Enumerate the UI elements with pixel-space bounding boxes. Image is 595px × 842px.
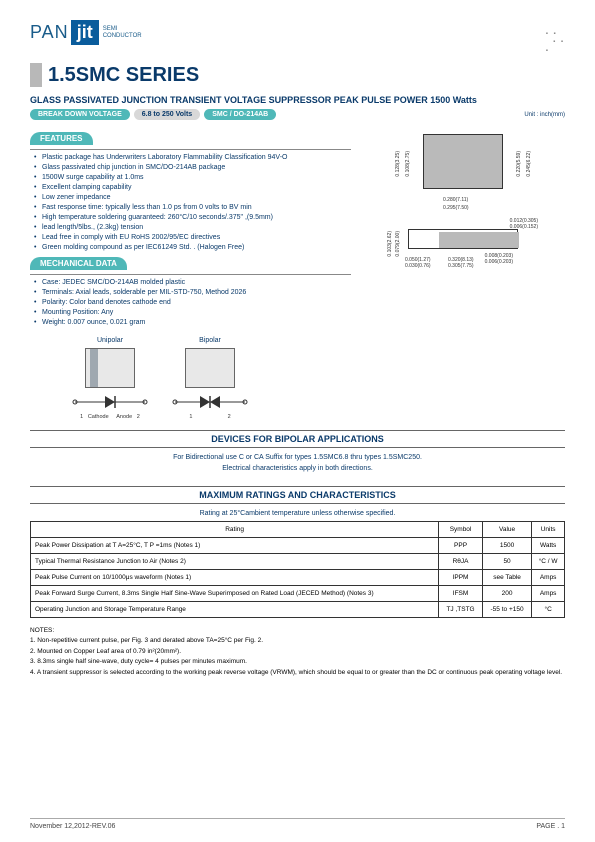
list-item: Glass passivated chip junction in SMC/DO… [34, 164, 351, 171]
list-item: Polarity: Color band denotes cathode end [34, 299, 351, 306]
note-item: 4. A transient suppressor is selected ac… [30, 668, 565, 678]
badge-row: BREAK DOWN VOLTAGE 6.8 to 250 Volts SMC … [30, 109, 565, 120]
badge-pkg: SMC / DO-214AB [204, 109, 276, 120]
list-item: Plastic package has Underwriters Laborat… [34, 154, 351, 161]
footer-date: November 12,2012-REV.06 [30, 823, 115, 830]
title-bar: 1.5SMC SERIES [30, 63, 565, 87]
package-diagrams: 0.128(3.25) 0.108(2.75) 0.245(6.22) 0.22… [361, 126, 565, 329]
table-header: Value [482, 522, 531, 538]
list-item: Case: JEDEC SMC/DO-214AB molded plastic [34, 279, 351, 286]
list-item: Green molding compound as per IEC61249 S… [34, 244, 351, 251]
table-cell: TJ ,TSTG [439, 602, 483, 618]
table-header: Rating [31, 522, 439, 538]
list-item: Low zener impedance [34, 194, 351, 201]
list-item: Lead free in comply with EU RoHS 2002/95… [34, 234, 351, 241]
table-cell: Amps [532, 570, 565, 586]
list-item: 1500W surge capability at 1.0ms [34, 174, 351, 181]
symbol-row: Unipolar 1 Cathode Anode 2 Bipolar 1 [70, 337, 565, 420]
notes-section: NOTES: 1. Non-repetitive current pulse, … [30, 626, 565, 678]
logo-sub: SEMI CONDUCTOR [103, 26, 142, 39]
list-item: Mounting Position: Any [34, 309, 351, 316]
mechanical-list: Case: JEDEC SMC/DO-214AB molded plastic T… [30, 279, 351, 326]
table-row: Peak Power Dissipation at T A=25°C, T P … [31, 538, 565, 554]
badge-bdv: BREAK DOWN VOLTAGE [30, 109, 130, 120]
bipolar-desc2: Electrical characteristics apply in both… [30, 465, 565, 472]
subtitle: GLASS PASSIVATED JUNCTION TRANSIENT VOLT… [30, 95, 565, 105]
ratings-title: MAXIMUM RATINGS AND CHARACTERISTICS [30, 486, 565, 504]
table-cell: Peak Power Dissipation at T A=25°C, T P … [31, 538, 439, 554]
unit-label: Unit : inch(mm) [524, 112, 565, 118]
note-item: 1. Non-repetitive current pulse, per Fig… [30, 636, 565, 646]
table-cell: IPPM [439, 570, 483, 586]
table-cell: Amps [532, 586, 565, 602]
table-cell: IFSM [439, 586, 483, 602]
logo: PAN jit SEMI CONDUCTOR [30, 20, 565, 45]
table-cell: see Table [482, 570, 531, 586]
table-cell: PPP [439, 538, 483, 554]
table-cell: Watts [532, 538, 565, 554]
features-header: FEATURES [30, 132, 93, 145]
table-header: Symbol [439, 522, 483, 538]
ratings-subtitle: Rating at 25°Cambient temperature unless… [30, 510, 565, 517]
bipolar-section-title: DEVICES FOR BIPOLAR APPLICATIONS [30, 430, 565, 448]
package-side-view: 0.012(0.305) 0.006(0.152) 0.103(2.62) 0.… [393, 219, 533, 269]
list-item: Fast response time: typically less than … [34, 204, 351, 211]
bipolar-symbol: Bipolar 1 2 [170, 337, 250, 420]
footer-page: PAGE . 1 [536, 823, 565, 830]
unipolar-symbol: Unipolar 1 Cathode Anode 2 [70, 337, 150, 420]
list-item: Excellent clamping capability [34, 184, 351, 191]
footer: November 12,2012-REV.06 PAGE . 1 [30, 818, 565, 830]
table-cell: Operating Junction and Storage Temperatu… [31, 602, 439, 618]
bipolar-diode-icon [170, 392, 250, 412]
table-row: Typical Thermal Resistance Junction to A… [31, 554, 565, 570]
table-row: Peak Pulse Current on 10/1000μs waveform… [31, 570, 565, 586]
table-cell: 50 [482, 554, 531, 570]
title-accent [30, 63, 42, 87]
table-cell: RθJA [439, 554, 483, 570]
logo-pan: PAN [30, 22, 69, 43]
note-item: 3. 8.3ms single half sine-wave, duty cyc… [30, 657, 565, 667]
table-row: Operating Junction and Storage Temperatu… [31, 602, 565, 618]
list-item: Terminals: Axial leads, solderable per M… [34, 289, 351, 296]
table-cell: Typical Thermal Resistance Junction to A… [31, 554, 439, 570]
table-cell: Peak Pulse Current on 10/1000μs waveform… [31, 570, 439, 586]
notes-header: NOTES: [30, 626, 565, 636]
logo-jit: jit [71, 20, 99, 45]
features-list: Plastic package has Underwriters Laborat… [30, 154, 351, 251]
table-cell: °C [532, 602, 565, 618]
package-top-view: 0.128(3.25) 0.108(2.75) 0.245(6.22) 0.22… [398, 126, 528, 211]
table-header: Units [532, 522, 565, 538]
badge-voltage: 6.8 to 250 Volts [134, 109, 200, 120]
list-item: lead length/5lbs., (2.3kg) tension [34, 224, 351, 231]
page-title: 1.5SMC SERIES [48, 64, 199, 87]
table-cell: 1500 [482, 538, 531, 554]
bipolar-desc1: For Bidirectional use C or CA Suffix for… [30, 454, 565, 461]
unipolar-diode-icon [70, 392, 150, 412]
mechanical-header: MECHANICAL DATA [30, 257, 127, 270]
corner-dots: ▪ ▪ ▪ ▪▪ [546, 30, 565, 55]
table-cell: Peak Forward Surge Current, 8.3ms Single… [31, 586, 439, 602]
table-cell: -55 to +150 [482, 602, 531, 618]
table-cell: °C / W [532, 554, 565, 570]
table-cell: 200 [482, 586, 531, 602]
ratings-table: RatingSymbolValueUnits Peak Power Dissip… [30, 521, 565, 618]
list-item: Weight: 0.007 ounce, 0.021 gram [34, 319, 351, 326]
note-item: 2. Mounted on Copper Leaf area of 0.79 i… [30, 647, 565, 657]
list-item: High temperature soldering guaranteed: 2… [34, 214, 351, 221]
table-row: Peak Forward Surge Current, 8.3ms Single… [31, 586, 565, 602]
